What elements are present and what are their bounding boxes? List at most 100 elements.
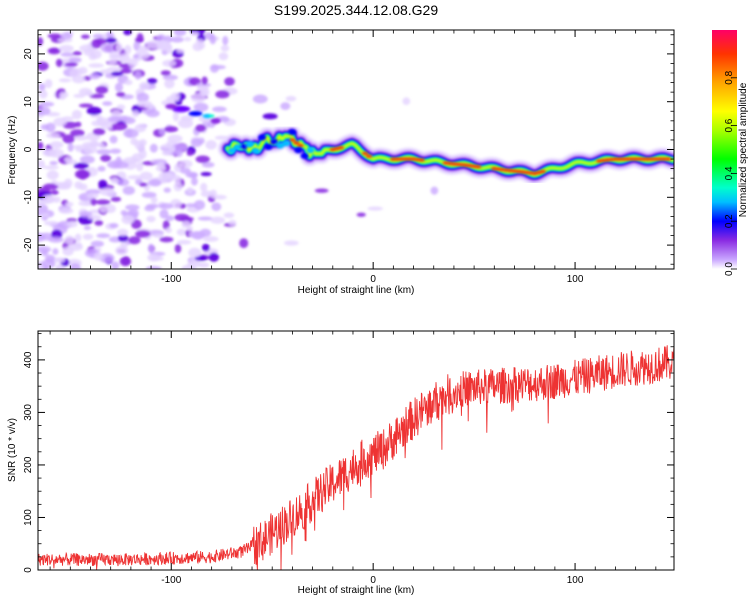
spectrogram-noise-blob (124, 44, 132, 55)
spectrogram-noise-blob (123, 30, 132, 36)
spectrogram-noise-blob (137, 45, 150, 52)
spectrogram-noise-blob (165, 215, 175, 222)
spectrogram-feature-patch (165, 103, 221, 124)
spectrogram-noise-blob (212, 106, 227, 113)
colorbar-label: Normalized spectral amplitude (738, 82, 749, 217)
spectrogram-noise-blob (161, 149, 172, 156)
spectrogram-wobble-blob (288, 129, 297, 136)
spectrogram-noise-blob (83, 225, 92, 231)
spectrogram-noise-blob (198, 262, 210, 268)
spectrogram-noise-blob (119, 68, 133, 74)
spectrogram-ridge-hot (289, 138, 672, 175)
colorbar-tick-label: 0.0 (724, 262, 735, 276)
spectrogram-noise-blob (176, 49, 185, 54)
colorbar-ticks: 0.0 0.2 0.4 0.6 0.8 (724, 70, 737, 276)
spectrogram-noise-blob (74, 169, 91, 179)
spectrogram-noise-blob (88, 53, 97, 61)
spectrogram-noise-blob (64, 235, 75, 245)
spectrogram-ridge-hotspot (664, 157, 672, 161)
spectrogram-wobble-blob (233, 144, 242, 151)
spectrogram-noise-blob (209, 64, 219, 73)
spectrogram-noise-blob (127, 208, 139, 218)
spectrogram-noise-blob (147, 253, 161, 262)
spectrogram-noise-blob (144, 103, 155, 109)
spectrogram-noise-blob (145, 109, 160, 118)
spectrogram-noise-blob (158, 128, 166, 136)
spectrogram-noise-blob (186, 225, 193, 232)
spectrogram-noise-blob (114, 82, 124, 93)
spectrogram-noise-blob (74, 121, 82, 128)
spectrogram-noise-blob (38, 61, 49, 71)
spectrogram-noise-blob (164, 126, 179, 133)
spectrogram-noise-blob (102, 101, 113, 106)
spectrogram-noise-blob (100, 42, 116, 53)
spectrogram-noise-blob (173, 182, 183, 192)
spectrogram-noise-blob (48, 236, 64, 243)
spectrogram-noise-blob (190, 138, 203, 148)
spectrogram-wobble-blob (306, 147, 315, 154)
spectrogram-x-label: Height of straight line (km) (298, 285, 415, 296)
snr-y-tick-label: 100 (23, 509, 34, 526)
spectrogram-noise-blob (192, 42, 203, 52)
spectrogram-noise-blob (97, 142, 106, 149)
spectrogram-noise-blob (197, 216, 214, 221)
spectrogram-ridge-wobble (227, 129, 315, 159)
spectrogram-noise-blob (110, 177, 120, 184)
snr-series-line (38, 345, 674, 570)
spectrogram-noise-blob (72, 51, 82, 56)
colorbar-tick-label: 0.6 (724, 118, 735, 132)
spectrogram-wobble-blob (246, 140, 254, 147)
snr-y-tick-label: 200 (23, 456, 34, 473)
spectrogram-noise-blob (38, 245, 52, 253)
spectrogram-noise-blob (99, 253, 115, 264)
snr-y-label: SNR (10 * v/v) (7, 418, 18, 482)
spectrogram-noise-blob (147, 179, 162, 187)
spectrogram-noise-blob (210, 216, 226, 224)
spectrogram-noise-blob (90, 240, 105, 248)
spectrogram-noise-blob (88, 63, 104, 68)
spectrogram-noise-blob (367, 206, 384, 211)
spectrogram-patch-blob (165, 103, 178, 109)
spectrogram-noise-blob (39, 101, 55, 107)
spectrogram-noise-blob (106, 31, 114, 39)
colorbar-tick-label: 0.2 (724, 214, 735, 228)
spectrogram-noise-blob (117, 228, 129, 237)
spectrogram-heatmap (38, 30, 674, 269)
spectrogram-ridge-hotspot (297, 144, 304, 148)
spectrogram-noise-blob (145, 266, 162, 269)
spectrogram-noise-blob (180, 115, 194, 121)
spectrogram-noise-blob (141, 191, 157, 199)
spectrogram-noise-blob (218, 116, 230, 123)
spectrogram-noise-blob (146, 203, 160, 209)
spectrogram-noise-blob (89, 93, 105, 99)
spectrogram-noise-blob (46, 132, 61, 139)
spectrogram-noise-blob (43, 165, 59, 170)
figure-title: S199.2025.344.12.08.G29 (274, 2, 438, 18)
spectrogram-noise-blob (176, 239, 192, 245)
spectrogram-noise-blob (38, 37, 44, 46)
spectrogram-wobble-blob (300, 152, 309, 159)
spectrogram-wobble-blob (264, 144, 273, 151)
spectrogram-noise-blob (119, 53, 130, 63)
snr-x-tick-label: 100 (567, 575, 584, 586)
snr-x-tick-label: 0 (370, 575, 376, 586)
spectrogram-noise-blob (160, 70, 171, 76)
spectrogram-noise-blob (110, 196, 122, 202)
spectrogram-patch-blob (210, 117, 221, 124)
spectrogram-noise-blob (147, 243, 155, 254)
spectrogram-y-tick-label: 0 (23, 146, 34, 152)
spectrogram-noise-blob (164, 78, 175, 89)
spectrogram-noise-blob (39, 199, 50, 205)
spectrogram-noise-blob (284, 240, 299, 246)
spectrogram-noise-blob (213, 194, 227, 200)
spectrogram-noise-blob (60, 52, 75, 57)
spectrogram-patch-blob (188, 111, 203, 117)
spectrogram-noise-blob (314, 188, 329, 193)
spectrogram-noise-blob (99, 187, 116, 196)
spectrogram-noise-blob (52, 248, 59, 255)
spectrogram-noise-blob (131, 153, 144, 163)
spectrogram-noise-blob (109, 148, 122, 154)
spectrogram-noise-blob (96, 149, 112, 155)
spectrogram-noise-blob (67, 220, 78, 228)
spectrogram-ridge-hotspot (289, 138, 296, 142)
